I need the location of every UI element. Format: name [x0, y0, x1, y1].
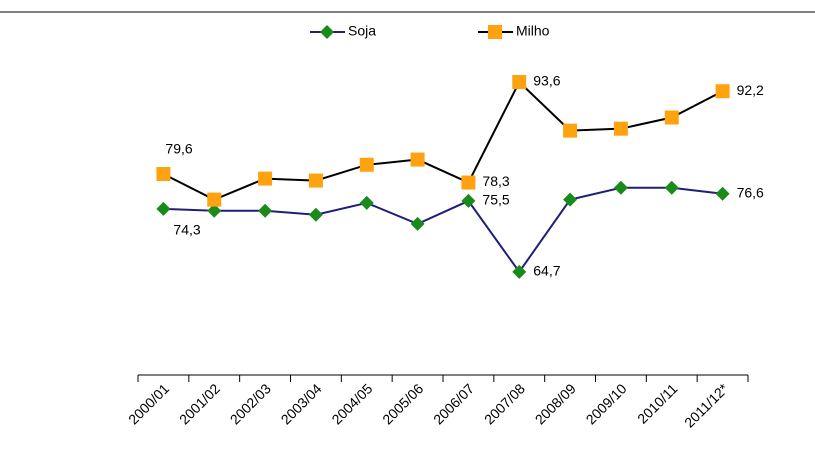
marker — [308, 173, 323, 188]
marker — [359, 195, 374, 210]
x-tick-label: 2007/08 — [481, 380, 528, 427]
x-tick-label: 2006/07 — [430, 380, 477, 427]
marker — [664, 180, 679, 195]
marker — [563, 192, 578, 207]
marker — [410, 152, 425, 167]
x-tick-label: 2001/02 — [176, 380, 223, 427]
series-line — [162, 80, 724, 201]
marker — [715, 186, 730, 201]
marker — [308, 207, 323, 222]
legend-marker — [488, 25, 502, 39]
data-label: 79,6 — [165, 141, 192, 157]
data-label: 64,7 — [533, 263, 560, 279]
marker — [613, 180, 628, 195]
legend-label: Soja — [348, 23, 376, 39]
x-tick-label: 2002/03 — [227, 380, 274, 427]
x-tick-label: 2005/06 — [379, 380, 426, 427]
x-tick-label: 2000/01 — [125, 380, 172, 427]
marker — [461, 193, 476, 208]
marker — [359, 157, 374, 172]
marker — [258, 171, 273, 186]
marker — [461, 175, 476, 190]
data-label: 74,3 — [173, 222, 200, 238]
marker — [563, 123, 578, 138]
data-label: 76,6 — [737, 184, 764, 200]
data-label: 78,3 — [482, 173, 509, 189]
marker — [613, 121, 628, 136]
x-tick-label: 2008/09 — [532, 380, 579, 427]
marker — [258, 203, 273, 218]
x-tick-label: 2010/11 — [634, 380, 681, 427]
x-tick-label: 2011/12* — [681, 380, 732, 431]
legend-label: Milho — [516, 23, 550, 39]
x-tick-label: 2004/05 — [328, 380, 375, 427]
marker — [207, 192, 222, 207]
x-tick-label: 2009/10 — [583, 380, 630, 427]
data-label: 75,5 — [482, 192, 509, 208]
marker — [156, 167, 171, 181]
marker — [156, 201, 171, 216]
marker — [664, 110, 679, 125]
legend-marker — [320, 25, 334, 39]
marker — [410, 216, 425, 231]
data-label: 92,2 — [737, 82, 764, 98]
marker — [715, 84, 730, 99]
data-label: 93,6 — [533, 73, 560, 89]
marker — [512, 75, 527, 90]
marker — [512, 264, 527, 279]
marker — [207, 203, 222, 218]
x-tick-label: 2003/04 — [278, 380, 325, 427]
series-line — [163, 186, 723, 274]
